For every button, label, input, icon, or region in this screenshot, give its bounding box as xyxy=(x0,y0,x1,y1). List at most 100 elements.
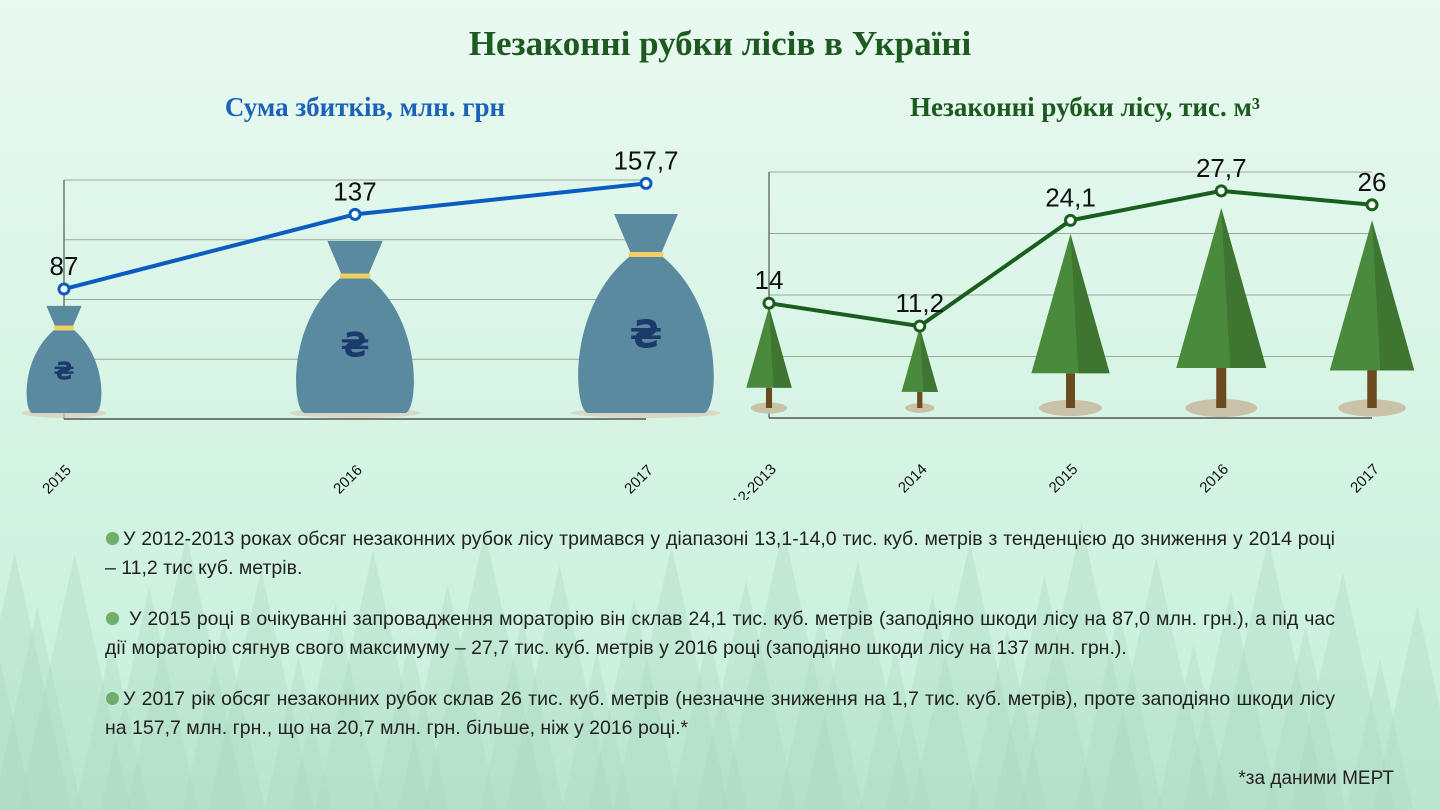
hryvnia-icon: ₴ xyxy=(53,356,74,385)
background-tree-icon xyxy=(1290,572,1396,810)
tree-trunk xyxy=(1216,368,1227,408)
data-point xyxy=(913,319,927,333)
tree-icon xyxy=(1176,208,1267,417)
background-tree-icon xyxy=(100,588,199,810)
background-tree-icon xyxy=(264,656,333,810)
background-tree-icon xyxy=(587,599,681,810)
bag-body xyxy=(296,240,414,413)
x-tick-label: 2015 xyxy=(1046,461,1082,497)
bag-tie xyxy=(628,252,664,257)
background-tree-icon xyxy=(721,527,846,810)
tree-crown-shade xyxy=(919,327,938,392)
tree-icon xyxy=(1329,220,1415,417)
paragraph-2: У 2015 році в очікуванні запровадження м… xyxy=(105,608,1335,659)
damage-chart-title: Сума збитків, млн. грн xyxy=(224,92,506,122)
bag-tie xyxy=(54,325,74,331)
data-label: 24,1 xyxy=(1045,182,1096,212)
x-tick-label: 2014 xyxy=(895,461,931,497)
tree-crown-shade xyxy=(1070,233,1110,374)
logging-chart: 14 2012-2013 11,2 2014 24,1 2015 27,7 2016 26 201… xyxy=(717,153,1415,500)
background-tree-icon xyxy=(613,546,730,810)
data-label: 87 xyxy=(50,251,79,281)
background-tree-icon xyxy=(777,614,864,810)
background-tree-icon xyxy=(1100,557,1212,810)
background-tree-icon xyxy=(0,607,82,810)
background-tree-icon xyxy=(1075,610,1163,810)
data-point xyxy=(57,282,71,296)
data-label: 157,7 xyxy=(613,145,678,175)
tree-trunk xyxy=(1367,370,1377,408)
data-label: 26 xyxy=(1358,167,1387,197)
background-tree-icon xyxy=(885,595,980,810)
x-tick-label: 2016 xyxy=(1196,461,1232,497)
page-title: Незаконні рубки лісів в Україні xyxy=(468,24,972,63)
background-tree-icon xyxy=(562,652,632,810)
background-tree-icon xyxy=(1264,625,1347,810)
bullet-icon xyxy=(105,531,120,546)
tree-crown-shade xyxy=(1372,220,1415,371)
data-point xyxy=(1064,213,1077,227)
x-tick-label: 2017 xyxy=(1347,461,1383,497)
background-tree-icon xyxy=(992,576,1096,810)
background-tree-icon xyxy=(126,535,247,810)
background-tree-icon xyxy=(18,554,131,810)
background-tree-icon xyxy=(1346,659,1414,810)
background-tree-icon xyxy=(0,660,33,810)
logging-chart-title: Незаконні рубки лісу, тис. м³ xyxy=(910,92,1260,122)
background-tree-icon xyxy=(505,565,614,810)
tree-icon xyxy=(901,327,938,413)
background-tree-icon xyxy=(695,580,797,810)
x-tick-label: 2012-2013 xyxy=(717,461,780,500)
background-tree-icon xyxy=(1182,591,1280,810)
background-tree-icon xyxy=(423,531,547,810)
data-point xyxy=(348,207,362,221)
source-note: *за даними МЕРТ xyxy=(1238,768,1394,789)
hryvnia-icon: ₴ xyxy=(630,312,663,356)
data-point xyxy=(1214,184,1228,198)
background-tree-icon xyxy=(479,618,565,810)
description-text: У 2012-2013 роках обсяг незаконних рубок… xyxy=(105,525,1335,765)
background-tree-icon xyxy=(208,569,315,810)
paragraph-3: У 2017 рік обсяг незаконних рубок склав … xyxy=(105,688,1335,739)
bullet-icon xyxy=(105,691,120,706)
data-label: 137 xyxy=(333,176,376,206)
background-tree-icon xyxy=(182,622,266,810)
paragraph-1: У 2012-2013 роках обсяг незаконних рубок… xyxy=(105,528,1335,579)
hryvnia-icon: ₴ xyxy=(340,326,369,366)
tree-icon xyxy=(1031,233,1110,417)
background-tree-icon xyxy=(967,629,1047,810)
data-point xyxy=(1365,198,1379,212)
background-tree-icon xyxy=(315,550,431,810)
background-tree-icon xyxy=(1372,606,1440,810)
tree-trunk xyxy=(917,391,923,408)
background-tree-icon xyxy=(1157,644,1231,810)
background-tree-icon xyxy=(372,637,449,810)
background-tree-icon xyxy=(74,641,150,810)
background-tree-icon xyxy=(669,633,748,810)
bullet-icon xyxy=(105,611,120,626)
tree-trunk xyxy=(1066,373,1075,408)
data-label: 27,7 xyxy=(1196,153,1247,183)
background-tree-icon xyxy=(0,553,72,810)
background-tree-icon xyxy=(1018,523,1145,810)
background-tree-icon xyxy=(803,561,913,810)
tree-trunk xyxy=(765,387,773,408)
data-label: 14 xyxy=(755,265,784,295)
bag-body xyxy=(578,214,714,413)
background-tree-icon xyxy=(290,603,382,810)
bag-body xyxy=(26,305,102,413)
background-tree-icon xyxy=(910,542,1029,810)
tree-crown-shade xyxy=(1221,208,1267,368)
tree-icon xyxy=(746,306,792,414)
data-point xyxy=(762,296,776,310)
background-tree-icon xyxy=(1208,538,1329,810)
background-tree-icon xyxy=(859,648,931,810)
tree-crown-shade xyxy=(769,306,792,388)
data-label: 11,2 xyxy=(895,288,944,318)
bag-tie xyxy=(339,273,371,279)
background-tree-icon xyxy=(397,584,498,810)
money-bag-icon: ₴ xyxy=(289,240,421,418)
money-bag-icon: ₴ xyxy=(570,214,720,418)
